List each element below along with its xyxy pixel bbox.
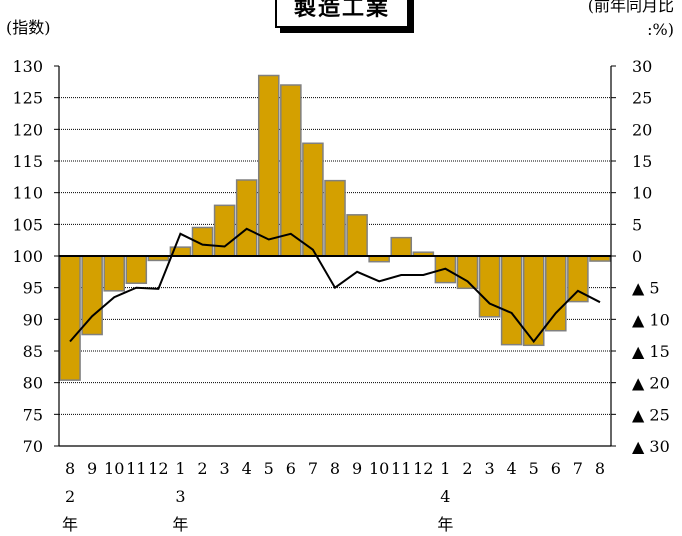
bar-yoy-change bbox=[213, 204, 236, 257]
x-tick-label: 2 bbox=[462, 459, 472, 478]
left-tick-label: 95 bbox=[23, 279, 43, 298]
x-tick-label: 6 bbox=[551, 459, 561, 478]
x-tick-label: 7 bbox=[308, 459, 318, 478]
right-tick-label: 25 bbox=[632, 89, 652, 108]
bar-yoy-change bbox=[125, 255, 148, 284]
right-tick-label: ▲ 30 bbox=[632, 437, 670, 456]
right-tick-label: ▲ 10 bbox=[632, 310, 670, 329]
x-tick-label: 1 bbox=[440, 459, 450, 478]
right-axis-unit-line2: :%) bbox=[647, 20, 674, 39]
left-tick-label: 105 bbox=[12, 215, 43, 234]
x-tick-label: 8 bbox=[330, 459, 340, 478]
bar-yoy-change bbox=[390, 236, 413, 257]
bar-yoy-change bbox=[324, 179, 346, 257]
x-tick-label: 3 bbox=[220, 459, 230, 478]
x-year-suffix: 年 bbox=[172, 515, 188, 534]
right-tick-label: ▲ 25 bbox=[632, 405, 670, 424]
bar-yoy-change bbox=[456, 255, 479, 290]
left-tick-label: 120 bbox=[12, 120, 43, 139]
left-tick-label: 125 bbox=[12, 89, 43, 108]
x-tick-label: 11 bbox=[391, 459, 411, 478]
right-tick-label: 10 bbox=[632, 184, 652, 203]
left-tick-label: 75 bbox=[23, 405, 43, 424]
x-year-suffix: 年 bbox=[62, 515, 78, 534]
x-tick-label: 8 bbox=[595, 459, 605, 478]
x-year-label: 3 bbox=[175, 487, 185, 506]
right-tick-label: 20 bbox=[632, 120, 652, 139]
x-tick-label: 9 bbox=[352, 459, 362, 478]
right-axis-unit-line1: (前年同月比 bbox=[587, 0, 674, 15]
bar-yoy-change bbox=[500, 255, 523, 346]
left-tick-label: 90 bbox=[23, 310, 43, 329]
chart-title: 製造工業 bbox=[275, 0, 409, 28]
left-tick-label: 130 bbox=[12, 57, 43, 76]
right-tick-label: ▲ 15 bbox=[632, 342, 670, 361]
x-tick-label: 8 bbox=[65, 459, 75, 478]
x-tick-label: 11 bbox=[126, 459, 146, 478]
x-year-label: 4 bbox=[440, 487, 450, 506]
bar-yoy-change bbox=[346, 214, 368, 257]
bar-yoy-change bbox=[59, 255, 81, 381]
bar-yoy-change bbox=[280, 84, 302, 257]
left-tick-label: 80 bbox=[23, 374, 43, 393]
x-tick-label: 10 bbox=[369, 459, 389, 478]
x-tick-label: 5 bbox=[264, 459, 274, 478]
right-tick-label: 15 bbox=[632, 152, 652, 171]
right-axis-unit: (前年同月比 :%) bbox=[588, 0, 674, 42]
left-tick-label: 85 bbox=[23, 342, 43, 361]
left-axis-unit: (指数) bbox=[6, 18, 51, 37]
bar-yoy-change bbox=[235, 179, 258, 257]
x-tick-label: 2 bbox=[197, 459, 207, 478]
x-tick-label: 3 bbox=[484, 459, 494, 478]
x-tick-label: 5 bbox=[529, 459, 539, 478]
right-tick-label: ▲ 5 bbox=[632, 279, 660, 298]
x-year-suffix: 年 bbox=[437, 515, 453, 534]
bar-yoy-change bbox=[478, 255, 501, 318]
x-tick-label: 12 bbox=[148, 459, 168, 478]
bar-yoy-change bbox=[545, 255, 567, 332]
x-year-label: 2 bbox=[65, 487, 75, 506]
left-tick-label: 110 bbox=[12, 184, 43, 203]
x-tick-label: 9 bbox=[87, 459, 97, 478]
left-tick-label: 70 bbox=[23, 437, 43, 456]
right-tick-label: ▲ 20 bbox=[632, 374, 670, 393]
bar-yoy-change bbox=[302, 142, 324, 257]
right-tick-label: 30 bbox=[632, 57, 652, 76]
x-tick-label: 6 bbox=[286, 459, 296, 478]
x-tick-label: 4 bbox=[242, 459, 252, 478]
bar-yoy-change bbox=[257, 74, 280, 257]
x-tick-label: 7 bbox=[573, 459, 583, 478]
x-tick-label: 4 bbox=[507, 459, 517, 478]
left-tick-label: 115 bbox=[12, 152, 43, 171]
line-index bbox=[69, 227, 601, 344]
x-tick-label: 1 bbox=[175, 459, 185, 478]
x-tick-label: 10 bbox=[104, 459, 124, 478]
left-tick-label: 100 bbox=[12, 247, 43, 266]
right-tick-label: 5 bbox=[632, 215, 642, 234]
x-tick-label: 12 bbox=[413, 459, 433, 478]
right-tick-label: 0 bbox=[632, 247, 642, 266]
bar-yoy-change bbox=[103, 255, 125, 292]
